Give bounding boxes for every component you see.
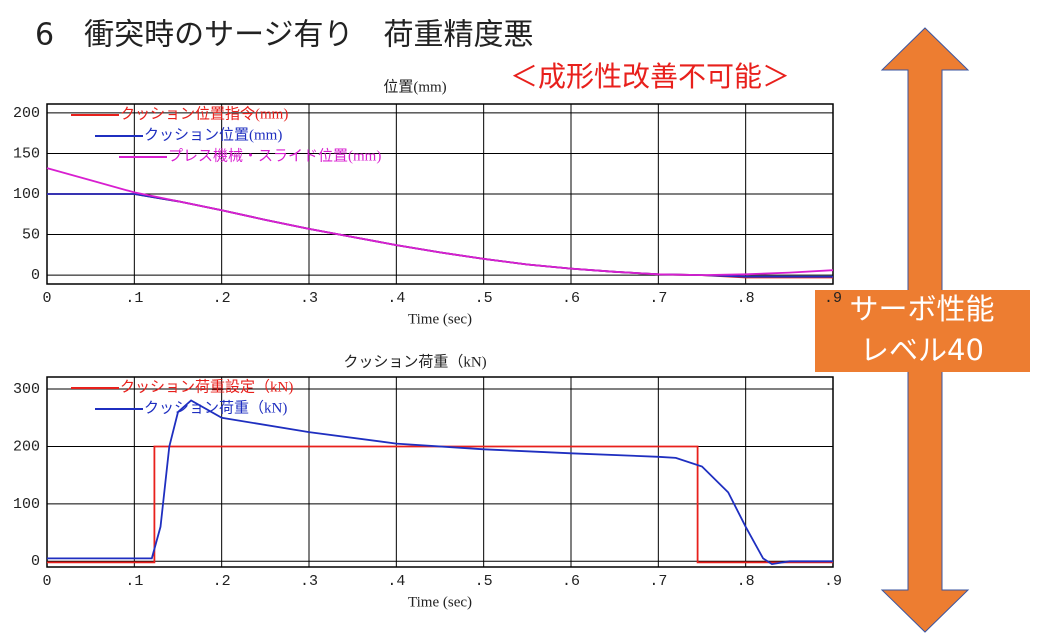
x-tick-label: .3 <box>300 573 318 590</box>
x-tick-label: .6 <box>562 573 580 590</box>
y-tick-label: 100 <box>13 496 40 513</box>
y-tick-label: 150 <box>13 145 40 162</box>
x-tick-label: .1 <box>125 290 143 307</box>
legend-label: クッション位置指令(mm) <box>120 105 288 122</box>
x-tick-label: .5 <box>475 290 493 307</box>
y-tick-label: 0 <box>31 553 40 570</box>
x-tick-label: 0 <box>42 573 51 590</box>
x-tick-label: .8 <box>737 573 755 590</box>
x-axis-label: Time (sec) <box>408 594 472 610</box>
x-tick-label: .9 <box>824 290 842 307</box>
page-title: 6 衝突時のサージ有り 荷重精度悪 <box>35 18 534 53</box>
x-tick-label: 0 <box>42 290 51 307</box>
y-tick-label: 0 <box>31 267 40 284</box>
x-tick-label: .9 <box>824 573 842 590</box>
plot-area <box>46 376 834 568</box>
x-tick-label: .4 <box>387 290 405 307</box>
x-tick-label: .5 <box>475 573 493 590</box>
x-tick-label: .2 <box>213 573 231 590</box>
y-tick-label: 100 <box>13 186 40 203</box>
page-note: ＜成形性改善不可能＞ <box>510 60 790 93</box>
legend-label: クッション位置(mm) <box>144 126 282 143</box>
badge-line: サーボ性能 <box>849 292 994 326</box>
y-tick-label: 200 <box>13 438 40 455</box>
x-tick-label: .7 <box>649 573 667 590</box>
x-tick-label: .4 <box>387 573 405 590</box>
x-tick-label: .3 <box>300 290 318 307</box>
legend-label: クッション荷重設定（kN) <box>120 378 293 395</box>
badge <box>815 290 1030 372</box>
y-tick-label: 200 <box>13 105 40 122</box>
legend-label: プレス機械・スライド位置(mm) <box>168 147 381 164</box>
x-tick-label: .6 <box>562 290 580 307</box>
series-line <box>46 167 834 277</box>
badge-line: レベル40 <box>860 333 984 367</box>
x-tick-label: .1 <box>125 573 143 590</box>
chart-title: クッション荷重（kN) <box>343 353 486 370</box>
x-axis-label: Time (sec) <box>408 311 472 327</box>
x-tick-label: .2 <box>213 290 231 307</box>
series-line <box>47 445 833 564</box>
y-tick-label: 50 <box>22 227 40 244</box>
x-tick-label: .8 <box>737 290 755 307</box>
y-tick-label: 300 <box>13 381 40 398</box>
x-tick-label: .7 <box>649 290 667 307</box>
series-line <box>47 399 833 566</box>
chart-title: 位置(mm) <box>383 78 446 95</box>
legend-label: クッション荷重（kN) <box>144 399 287 416</box>
